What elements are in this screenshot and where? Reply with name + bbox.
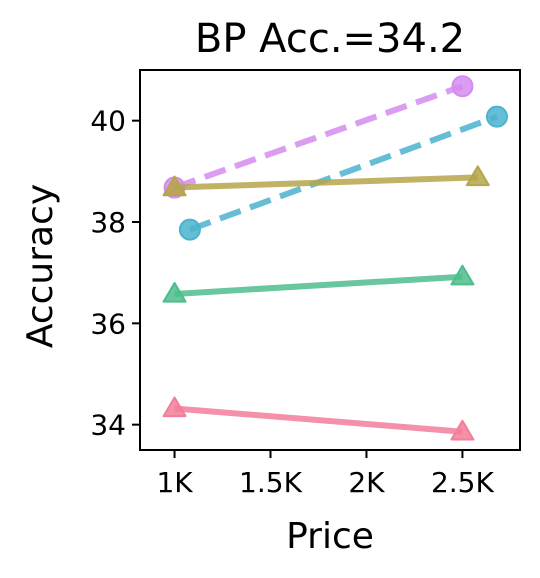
series-4-point-1 bbox=[162, 281, 187, 303]
chart-title: BP Acc.=34.2 bbox=[195, 16, 465, 62]
x-tick-label-1: 1K bbox=[156, 466, 193, 499]
y-axis-label: Accuracy bbox=[20, 184, 61, 348]
x-tick-label-2: 1.5K bbox=[239, 466, 303, 499]
y-tick-label-4: 40 bbox=[90, 105, 126, 138]
series-1-line bbox=[173, 83, 464, 191]
series-2-point-1 bbox=[178, 218, 201, 241]
y-tick-label-3: 38 bbox=[90, 206, 126, 239]
series-5-point-2 bbox=[450, 419, 475, 441]
plot-area: 1K 1.5K 2K 2.5K 34 36 38 40 bbox=[90, 69, 521, 499]
series-3-point-1 bbox=[162, 175, 187, 197]
series-3-line bbox=[174, 174, 478, 191]
series-2-point-2 bbox=[485, 105, 508, 128]
series-3-point-2 bbox=[465, 165, 490, 187]
x-axis-label: Price bbox=[286, 516, 374, 557]
plot-frame bbox=[139, 69, 521, 451]
series-1-point-2 bbox=[451, 75, 474, 98]
series-4-line bbox=[174, 273, 463, 297]
x-tick-label-4: 2.5K bbox=[431, 466, 495, 499]
series-5-point-1 bbox=[162, 396, 187, 418]
y-tick-label-1: 34 bbox=[90, 409, 126, 442]
series-5-line bbox=[174, 405, 463, 435]
x-tick-label-3: 2K bbox=[348, 466, 385, 499]
y-tick-label-2: 36 bbox=[90, 307, 126, 340]
series-4-point-2 bbox=[450, 264, 475, 286]
series-2-line bbox=[188, 113, 499, 233]
